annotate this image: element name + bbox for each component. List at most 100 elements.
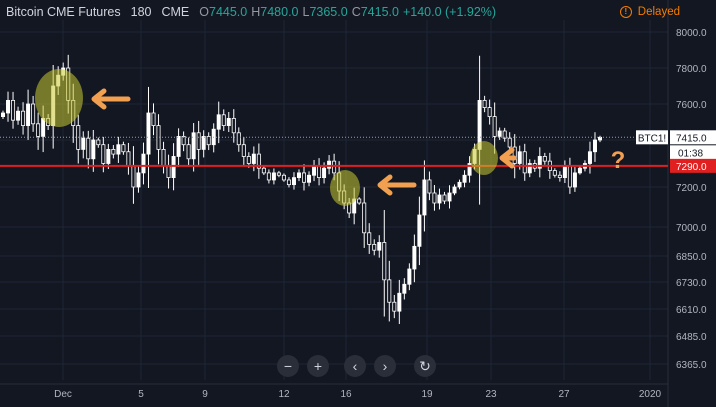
candle-down [567,165,572,188]
last-price-tag-bg [670,130,716,145]
x-tick-label: 9 [202,389,208,400]
candle-down [502,130,507,139]
candle-down [302,172,307,183]
annotation-arrow [377,174,417,196]
candle-down [261,167,266,174]
delayed-badge[interactable]: ! Delayed [619,6,680,18]
candle-up [592,139,597,153]
candle-up [201,135,206,150]
y-tick-label: 7600.0 [676,100,707,111]
x-tick-label: 23 [485,389,497,400]
candle-up [467,163,472,176]
y-tick-label: 7800.0 [676,64,707,75]
candle-down [206,135,211,146]
x-tick-label: Dec [54,389,72,400]
candle-down [512,146,517,164]
delayed-label: Delayed [637,6,680,18]
candle-down [557,174,562,178]
scroll-left-button[interactable]: ‹ [344,355,366,377]
candle-down [387,279,392,303]
annotation-arrow [499,147,517,169]
candle-down [507,137,512,148]
candle-up [562,165,567,179]
candle-up [417,214,422,247]
candle-up [407,268,412,285]
support-tag: 7290.0 [676,162,707,173]
symbol-tag-bg [636,130,668,145]
candle-down [482,100,487,109]
candle-up [291,177,296,186]
candle-up [577,167,582,174]
candle-up [226,118,231,127]
candle-up [537,156,542,169]
candle-down [552,170,557,176]
candle-up [452,186,457,194]
candle-down [357,198,362,204]
candle-up [322,167,327,178]
candle-down [196,132,201,150]
candle-down [11,100,16,121]
candle-up [457,181,462,188]
candle-down [186,144,191,160]
y-tick-label: 8000.0 [676,28,707,39]
candle-down [492,116,497,137]
change-readout: +140.0 (+1.92%) [402,5,497,19]
x-tick-label: 12 [278,389,290,400]
x-tick-label: 19 [421,389,433,400]
candle-up [251,153,256,164]
zoom-in-button[interactable]: + [307,355,329,377]
candle-up [116,144,121,155]
candle-down [382,242,387,281]
candle-down [121,144,126,153]
interval-label[interactable]: 180 [130,5,152,19]
countdown-tag: 01:38 [678,148,703,159]
candle-down [21,110,26,126]
x-tick-label: 16 [340,389,352,400]
candle-up [136,172,141,188]
candle-down [432,192,437,204]
info-icon: ! [619,6,632,18]
symbol-header: Bitcoin CME Futures 180 CME O7445.0 H748… [6,5,496,19]
candle-down [131,165,136,188]
candle-down [487,107,492,117]
candle-down [542,156,547,162]
symbol-name[interactable]: Bitcoin CME Futures [6,5,121,19]
candle-down [286,179,291,186]
reset-chart-button[interactable]: ↻ [414,355,436,377]
candle-down [151,112,156,126]
candle-down [166,165,171,179]
candle-up [41,118,46,137]
scroll-right-button[interactable]: › [374,355,396,377]
exchange-label: CME [161,5,190,19]
candle-up [517,151,522,164]
candle-down [86,137,91,160]
y-tick-label: 7200.0 [676,183,707,194]
x-tick-label: 5 [138,389,144,400]
candle-up [437,194,442,204]
candle-down [31,103,36,125]
candle-up [216,114,221,130]
candle-up [307,174,312,183]
highlight-circle [330,170,360,206]
y-tick-label: 6610.0 [676,305,707,316]
zoom-out-button[interactable]: − [277,355,299,377]
countdown-tag-bg [670,145,716,160]
candle-up [141,153,146,174]
last-price-tag: 7415.0 [676,133,707,144]
highlight-circle [470,141,498,175]
candle-up [497,130,502,137]
candle-down [367,232,372,245]
symbol-tag: BTC1! [638,133,666,144]
candle-down [256,153,261,169]
candle-up [402,283,407,294]
candle-down [36,123,41,137]
scroll-toolbar: ‹ › [344,355,396,377]
candle-up [462,174,467,183]
y-tick-label: 6365.0 [676,360,707,371]
x-tick-label: 27 [558,389,570,400]
candle-down [372,243,377,251]
candle-up [327,160,332,169]
candle-up [146,112,151,155]
candle-up [447,192,452,202]
